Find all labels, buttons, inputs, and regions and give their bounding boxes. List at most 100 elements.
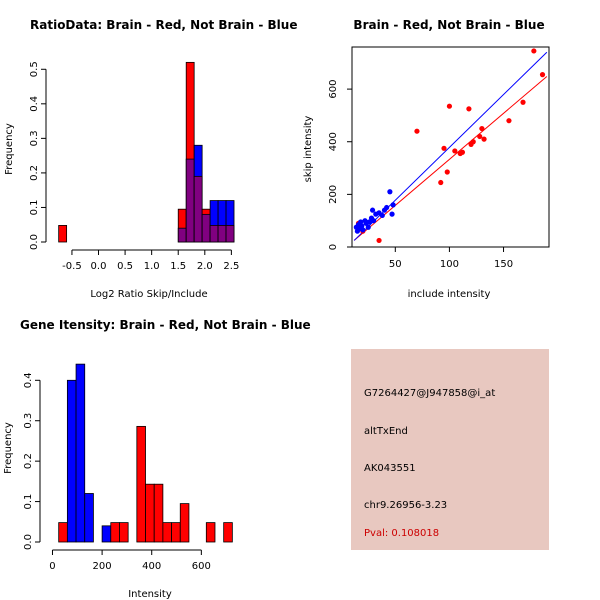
ratio-histogram-title: RatioData: Brain - Red, Not Brain - Blue: [30, 18, 297, 32]
scatter-point-not-brain: [389, 211, 395, 217]
ratio-histogram-bar-overlap: [193, 175, 203, 243]
intensity-histogram-bar-brain: [136, 425, 146, 543]
scatter-point-brain: [452, 148, 458, 154]
intensity-histogram-bar-brain: [223, 522, 233, 543]
ratio-histogram-y-tick-label: 0.0: [29, 234, 40, 250]
scatter-point-not-brain: [360, 227, 366, 233]
intensity-histogram-x-tick-label: 600: [192, 561, 211, 572]
ratio-histogram-x-tick-label: 1.5: [170, 261, 186, 272]
scatter-y-tick-label: 200: [328, 185, 339, 204]
ratio-histogram-bar-overlap: [225, 225, 235, 243]
scatter-point-not-brain: [358, 219, 364, 225]
scatter-point-brain: [506, 118, 512, 124]
intensity-histogram-bar-brain: [58, 522, 68, 543]
scatter-point-brain: [477, 133, 483, 140]
intensity-histogram-bar-brain: [145, 483, 155, 543]
intensity-histogram-bars: [58, 363, 233, 543]
intensity-histogram-bar-brain: [110, 522, 120, 543]
ratio-histogram-x-tick-label: 2.5: [223, 261, 239, 272]
scatter-point-brain: [438, 179, 444, 186]
intensity-histogram-title: Gene Itensity: Brain - Red, Not Brain - …: [20, 318, 311, 332]
ratio-histogram-y-tick-label: 0.5: [29, 61, 40, 77]
intensity-histogram-bar-brain: [171, 522, 181, 543]
intensity-histogram-bar-not-brain: [84, 493, 94, 543]
intensity-histogram-panel: Gene Itensity: Brain - Red, Not Brain - …: [3, 318, 311, 600]
intensity-histogram-bar-not-brain: [101, 525, 112, 543]
intensity-histogram-y-tick-label: 0.3: [23, 413, 34, 429]
scatter-point-not-brain: [379, 212, 385, 219]
intensity-histogram-y-tick-label: 0.4: [23, 372, 34, 388]
intensity-histogram-x-tick-label: 0: [49, 561, 55, 572]
ratio-histogram-ylabel: Frequency: [4, 123, 15, 175]
scatter-point-brain: [444, 169, 450, 175]
info-panel: G7264427@J947858@i_at altTxEnd AK043551 …: [351, 349, 549, 550]
scatter-point-brain: [459, 149, 466, 155]
ratio-histogram-bar-overlap: [201, 213, 211, 243]
scatter-point-not-brain: [390, 202, 396, 208]
intensity-histogram-y-tick-label: 0.2: [23, 453, 34, 469]
scatter-point-brain: [479, 125, 485, 132]
ratio-histogram-xlabel: Log2 Ratio Skip/Include: [90, 289, 207, 300]
ratio-histogram-x-tick-label: 0.0: [91, 261, 107, 272]
scatter-x-tick-label: 50: [389, 259, 402, 270]
scatter-point-brain: [531, 48, 537, 54]
scatter-panel: Brain - Red, Not Brain - Blue include in…: [303, 18, 550, 300]
intensity-histogram-x-tick-label: 200: [93, 561, 112, 572]
intensity-histogram-bar-brain: [119, 522, 129, 543]
scatter-title: Brain - Red, Not Brain - Blue: [353, 18, 544, 32]
scatter-point-not-brain: [387, 189, 393, 195]
intensity-histogram-bar-brain: [162, 522, 172, 543]
ratio-histogram-x-tick-label: 0.5: [117, 261, 133, 272]
scatter-y-tick-label: 600: [328, 80, 339, 99]
scatter-point-not-brain: [369, 207, 376, 213]
scatter-point-not-brain: [384, 204, 390, 211]
intensity-histogram-ylabel: Frequency: [3, 422, 14, 474]
intensity-histogram-bar-brain: [179, 503, 190, 543]
info-pval: Pval: 0.108018: [364, 528, 439, 539]
scatter-point-brain: [376, 237, 382, 244]
ratio-histogram-y-tick-label: 0.3: [29, 130, 40, 146]
scatter-point-brain: [481, 136, 487, 142]
scatter-point-not-brain: [371, 218, 377, 224]
ratio-histogram-bar-brain: [58, 225, 68, 243]
intensity-histogram-xlabel: Intensity: [128, 589, 172, 600]
ratio-histogram-bar-overlap: [177, 227, 187, 243]
ratio-histogram-y-tick-label: 0.2: [29, 165, 40, 181]
info-event-type: altTxEnd: [364, 426, 408, 437]
ratio-histogram-y-tick-label: 0.4: [29, 96, 40, 112]
intensity-histogram-y-tick-label: 0.0: [23, 534, 34, 550]
intensity-histogram-bar-brain: [205, 522, 216, 543]
scatter-y-tick-label: 0: [328, 244, 339, 250]
scatter-point-brain: [539, 72, 546, 78]
info-panel-background: [351, 349, 549, 550]
intensity-histogram-bar-not-brain: [75, 363, 86, 543]
info-probe-id: G7264427@J947858@i_at: [364, 388, 495, 399]
ratio-histogram-bar-overlap: [217, 225, 227, 243]
ratio-histogram-bar-overlap: [185, 158, 195, 243]
scatter-y-tick-label: 400: [328, 132, 339, 151]
ratio-histogram-axes: -0.5 0.0 0.5 1.0 1.5 2.0 2.5 0.0 0.1 0.2 0.3 0.4 0.5: [29, 61, 239, 272]
scatter-point-brain: [441, 145, 447, 151]
scatter-point-not-brain: [359, 223, 365, 229]
info-accession: AK043551: [364, 463, 416, 474]
intensity-histogram-bar-brain: [153, 483, 164, 543]
info-location: chr9.26956-3.23: [364, 500, 447, 511]
ratio-histogram-bars: [58, 61, 235, 243]
scatter-point-brain: [466, 106, 472, 112]
ratio-histogram-x-tick-label: -0.5: [62, 261, 82, 272]
ratio-histogram-bar-overlap: [209, 225, 219, 243]
scatter-x-tick-label: 150: [494, 259, 513, 270]
intensity-histogram-bar-not-brain: [66, 379, 77, 543]
ratio-histogram-panel: RatioData: Brain - Red, Not Brain - Blue…: [4, 18, 297, 300]
intensity-histogram-y-tick-label: 0.1: [23, 494, 34, 510]
scatter-ylabel: skip intensity: [303, 116, 314, 183]
intensity-histogram-x-tick-label: 400: [142, 561, 161, 572]
scatter-fit-line-brain: [353, 76, 548, 241]
scatter-point-not-brain: [365, 224, 371, 230]
scatter-point-brain: [414, 128, 420, 134]
intensity-histogram-axes: 0 200 400 600 0.0 0.1 0.2 0.3 0.4: [23, 372, 211, 572]
scatter-point-not-brain: [366, 219, 372, 225]
scatter-xlabel: include intensity: [408, 289, 491, 300]
scatter-x-tick-label: 100: [440, 259, 459, 270]
